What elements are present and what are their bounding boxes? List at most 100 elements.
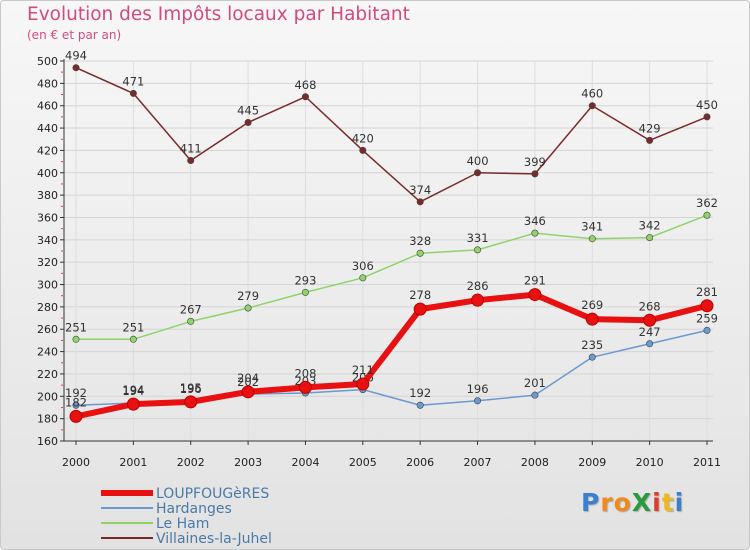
data-label: 196 <box>180 382 202 396</box>
data-label: 468 <box>294 78 316 92</box>
y-tick-label: 440 <box>37 122 58 135</box>
data-point <box>298 380 312 394</box>
data-point <box>413 302 427 316</box>
data-point <box>585 312 599 326</box>
data-label: 194 <box>122 383 144 397</box>
data-point <box>356 377 370 391</box>
data-point <box>244 118 252 126</box>
data-label: 445 <box>237 103 259 117</box>
data-label: 411 <box>180 141 202 155</box>
x-tick-label: 2009 <box>578 456 606 469</box>
data-label: 182 <box>65 395 87 409</box>
data-point <box>531 391 539 399</box>
x-tick-label: 2010 <box>636 456 664 469</box>
data-point <box>646 340 654 348</box>
logo-letter: X <box>631 488 653 517</box>
data-label: 331 <box>467 231 489 245</box>
data-label: 267 <box>180 302 202 316</box>
data-point <box>416 198 424 206</box>
y-tick-label: 360 <box>37 211 58 224</box>
data-label: 460 <box>581 87 603 101</box>
data-point <box>474 397 482 405</box>
x-tick-label: 2006 <box>406 456 434 469</box>
data-point <box>187 156 195 164</box>
y-tick-label: 240 <box>37 346 58 359</box>
data-point <box>301 288 309 296</box>
data-label: 291 <box>524 274 546 288</box>
data-label: 346 <box>524 214 546 228</box>
data-point <box>703 211 711 219</box>
chart-subtitle: (en € et par an) <box>27 28 122 42</box>
data-point <box>359 146 367 154</box>
legend-label: Le Ham <box>156 516 209 532</box>
data-label: 342 <box>639 219 661 233</box>
logo-letter: r <box>600 488 614 517</box>
data-label: 362 <box>696 196 718 210</box>
data-label: 278 <box>409 288 431 302</box>
data-point <box>184 395 198 409</box>
x-tick-label: 2001 <box>119 456 147 469</box>
x-tick-label: 2005 <box>349 456 377 469</box>
y-tick-label: 320 <box>37 256 58 269</box>
data-point <box>528 288 542 302</box>
data-label: 192 <box>65 386 87 400</box>
data-point <box>72 401 80 409</box>
data-point <box>471 293 485 307</box>
data-point <box>126 397 140 411</box>
data-label: 286 <box>467 279 489 293</box>
data-point <box>531 229 539 237</box>
y-tick-label: 180 <box>37 413 58 426</box>
data-point <box>301 93 309 101</box>
logo-letter: i <box>674 488 685 517</box>
logo-letter: t <box>661 488 675 517</box>
series-line <box>75 66 708 203</box>
data-label: 194 <box>122 384 144 398</box>
logo-letter: i <box>652 488 662 517</box>
data-point <box>588 102 596 110</box>
y-tick-label: 300 <box>37 279 58 292</box>
data-point <box>72 64 80 72</box>
y-tick-label: 260 <box>37 323 58 336</box>
data-label: 399 <box>524 155 546 169</box>
legend-label: LOUPFOUGèRES <box>156 486 269 502</box>
data-label: 201 <box>524 376 546 390</box>
data-point <box>646 234 654 242</box>
data-point <box>531 170 539 178</box>
data-label: 429 <box>639 121 661 135</box>
data-label: 204 <box>237 371 259 385</box>
data-label: 268 <box>639 299 661 313</box>
data-label: 251 <box>122 320 144 334</box>
series-line <box>73 291 710 420</box>
y-tick-label: 480 <box>37 77 58 90</box>
data-point <box>129 335 137 343</box>
data-label: 494 <box>65 49 87 63</box>
x-tick-label: 2003 <box>234 456 262 469</box>
chart-title: Evolution des Impôts locaux par Habitant <box>27 4 410 25</box>
x-tick-label: 2004 <box>291 456 319 469</box>
data-label: 293 <box>294 273 316 287</box>
x-tick-label: 2008 <box>521 456 549 469</box>
legend-label: Villaines-la-Juhel <box>156 531 272 547</box>
series-line <box>75 329 708 406</box>
y-tick-label: 160 <box>37 435 58 448</box>
data-label: 208 <box>294 366 316 380</box>
y-tick-label: 420 <box>37 144 58 157</box>
data-point <box>703 113 711 121</box>
y-tick-label: 200 <box>37 390 58 403</box>
series-line <box>75 214 708 341</box>
y-tick-label: 340 <box>37 234 58 247</box>
logo-letter: o <box>613 488 632 517</box>
data-label: 279 <box>237 289 259 303</box>
data-point <box>474 169 482 177</box>
data-label: 196 <box>467 382 489 396</box>
data-label: 259 <box>696 311 718 325</box>
data-label: 420 <box>352 131 374 145</box>
data-point <box>588 235 596 243</box>
data-point <box>646 136 654 144</box>
data-point <box>69 409 83 423</box>
x-tick-label: 2000 <box>62 456 90 469</box>
data-point <box>416 249 424 257</box>
data-label: 471 <box>122 74 144 88</box>
data-label: 247 <box>639 325 661 339</box>
